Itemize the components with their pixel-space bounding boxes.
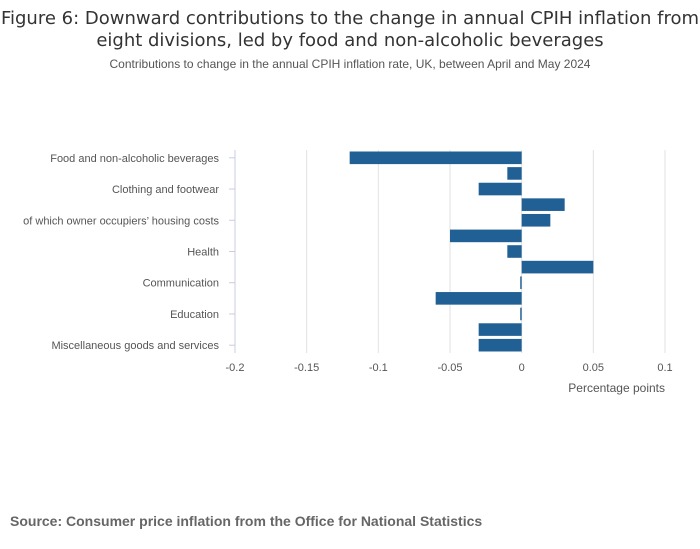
bar xyxy=(521,198,565,211)
bar xyxy=(478,182,522,196)
y-tick-label: Health xyxy=(187,247,219,259)
y-tick-label: Miscellaneous goods and services xyxy=(51,340,219,352)
x-axis-label: Percentage points xyxy=(568,381,665,395)
bar xyxy=(478,338,522,352)
bar xyxy=(520,307,522,321)
y-tick-label: of which owner occupiers’ housing costs xyxy=(23,215,219,227)
x-tick-label: -0.15 xyxy=(294,362,319,374)
bar xyxy=(521,213,551,227)
y-tick-label: Clothing and footwear xyxy=(112,184,219,196)
x-tick-label: -0.1 xyxy=(369,362,388,374)
bar xyxy=(520,276,522,290)
bar xyxy=(507,245,522,258)
y-tick-label: Food and non-alcoholic beverages xyxy=(50,153,219,165)
bar xyxy=(478,323,522,336)
y-tick-label: Communication xyxy=(143,278,219,290)
chart-title: Figure 6: Downward contributions to the … xyxy=(0,8,700,51)
bar xyxy=(349,151,522,165)
x-tick-label: 0 xyxy=(519,362,525,374)
y-tick-label: Education xyxy=(170,309,219,321)
source-note: Source: Consumer price inflation from th… xyxy=(10,513,483,529)
bar xyxy=(521,260,594,274)
bar xyxy=(507,167,522,180)
x-tick-label: 0.1 xyxy=(657,362,672,374)
bar xyxy=(435,292,522,305)
bar xyxy=(450,229,522,243)
x-tick-label: -0.2 xyxy=(226,362,245,374)
x-tick-label: -0.05 xyxy=(437,362,462,374)
x-tick-label: 0.05 xyxy=(583,362,604,374)
chart-subtitle: Contributions to change in the annual CP… xyxy=(109,57,591,71)
